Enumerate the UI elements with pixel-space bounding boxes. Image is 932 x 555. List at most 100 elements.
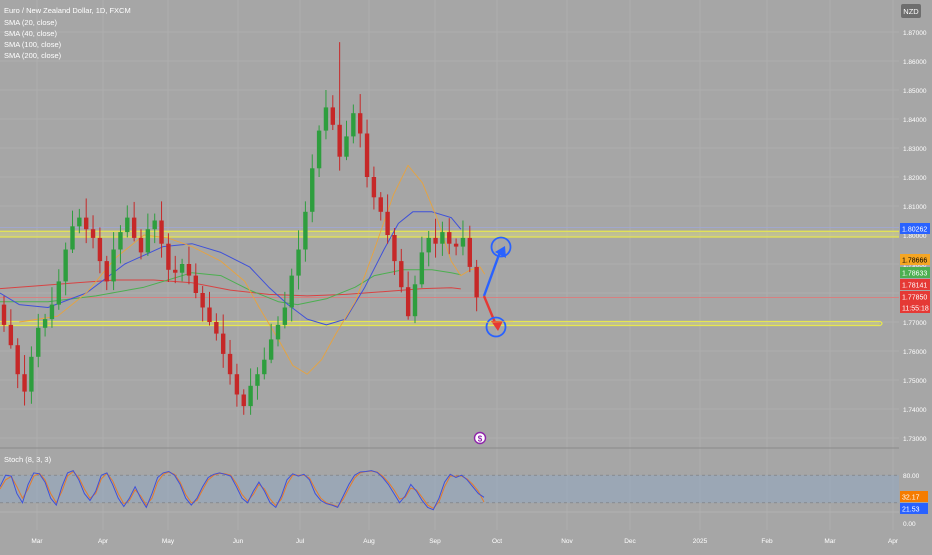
candle-body [323,107,329,131]
target-zone-tick [477,320,514,324]
support-zone-outline [0,320,883,327]
candle-body [173,269,178,273]
price-label-text: 1.77850 [902,295,927,302]
candle-body [70,226,75,250]
time-tick-label: May [162,538,175,545]
currency-badge-bg [901,4,921,18]
price-tick-label: 1.75000 [903,378,927,385]
candle-body [179,264,185,273]
candle-body [316,130,322,169]
candle-body [36,327,41,357]
price-tick-label: 1.87000 [903,30,927,37]
candle-body [282,307,288,325]
candle-body [453,243,459,247]
time-tick-label: Dec [624,538,636,545]
price-label-badge [900,291,930,302]
price-tick-label: 1.79000 [903,262,927,269]
candle-body [467,237,472,267]
sma100-line [0,269,461,306]
time-tick-label: Sep [429,538,441,545]
candle-body [111,249,116,282]
candle-body [234,374,240,395]
indicator-sma200[interactable]: SMA (200, close) [4,51,62,60]
candle-body [419,252,425,285]
price-tick-label: 1.74000 [903,407,927,414]
forecast-up-line[interactable] [482,251,502,297]
forecast-down-line[interactable] [482,295,498,326]
candle-body [262,359,267,375]
price-tick-label: 1.80000 [903,233,927,240]
stoch-label[interactable]: Stoch (8, 3, 3) [4,455,52,464]
forecast-drawings[interactable] [477,236,514,338]
candle-body [145,229,151,253]
price-tick-label: 1.82000 [903,175,927,182]
candle-body [310,168,315,212]
stoch-band [0,475,899,503]
candle-body [186,264,192,276]
candle-body [405,287,411,317]
candlesticks [1,42,479,415]
candle-body [131,217,137,238]
price-label-text: 1.78666 [902,258,927,265]
candle-body [275,324,281,340]
candle-body [351,113,356,137]
candle-body [296,249,301,276]
price-tick-label: 1.77000 [903,320,927,327]
candle-body [474,266,479,298]
time-tick-label: Nov [561,538,573,545]
candle-body [330,107,335,125]
price-label-badge [900,302,930,313]
candle-body [412,284,418,317]
candle-body [227,353,233,375]
stoch-value-badge [900,503,928,514]
candle-body [193,275,198,293]
candle-body [214,322,219,334]
time-tick-label: Jun [233,538,244,545]
time-tick-label: Apr [888,538,899,545]
indicator-sma100[interactable]: SMA (100, close) [4,40,62,49]
event-icon[interactable] [473,431,487,445]
support-zone [0,321,880,326]
time-tick-label: Apr [98,538,109,545]
candle-body [426,237,431,253]
candle-body [84,217,89,230]
candle-body [104,261,109,282]
price-label-text: 1.78141 [902,283,927,290]
indicator-sma40[interactable]: SMA (40, close) [4,29,57,38]
indicator-sma20[interactable]: SMA (20, close) [4,18,57,27]
price-tick-label: 1.84000 [903,117,927,124]
stoch-value-text: 32.17 [902,495,920,502]
currency-badge[interactable]: NZD [901,4,921,18]
candle-body [56,281,61,305]
time-tick-label: Jul [296,538,305,545]
event-icon-glyph: $ [478,435,483,444]
price-label-text: 11:55:18 [902,306,929,313]
stoch-value-badge [900,491,928,502]
price-label-badge [900,223,930,234]
event-marker[interactable]: $ [473,431,487,445]
time-tick-label: Aug [363,538,375,545]
candle-body [63,249,68,282]
candle-body [29,356,34,392]
time-axis: Mar Apr May Jun Jul Aug Sep Oct Nov Dec 2025 Feb Mar… [31,538,898,545]
candle-body [90,229,96,238]
candle-body [207,307,212,322]
candle-body [22,374,27,392]
target-circle-up[interactable] [490,236,512,258]
time-tick-label: Oct [492,538,502,545]
price-tick-label: 1.86000 [903,59,927,66]
price-label-text: 1.78633 [902,271,927,278]
price-tick-label: 1.83000 [903,146,927,153]
candle-body [138,237,144,253]
time-tick-label: 2025 [693,538,708,545]
candle-body [255,374,260,386]
candle-body [166,243,171,270]
candle-body [371,177,377,198]
candle-body [337,124,342,157]
target-circle-down[interactable] [485,316,507,338]
candle-body [289,275,294,308]
currency-badge-text: NZD [903,7,919,16]
